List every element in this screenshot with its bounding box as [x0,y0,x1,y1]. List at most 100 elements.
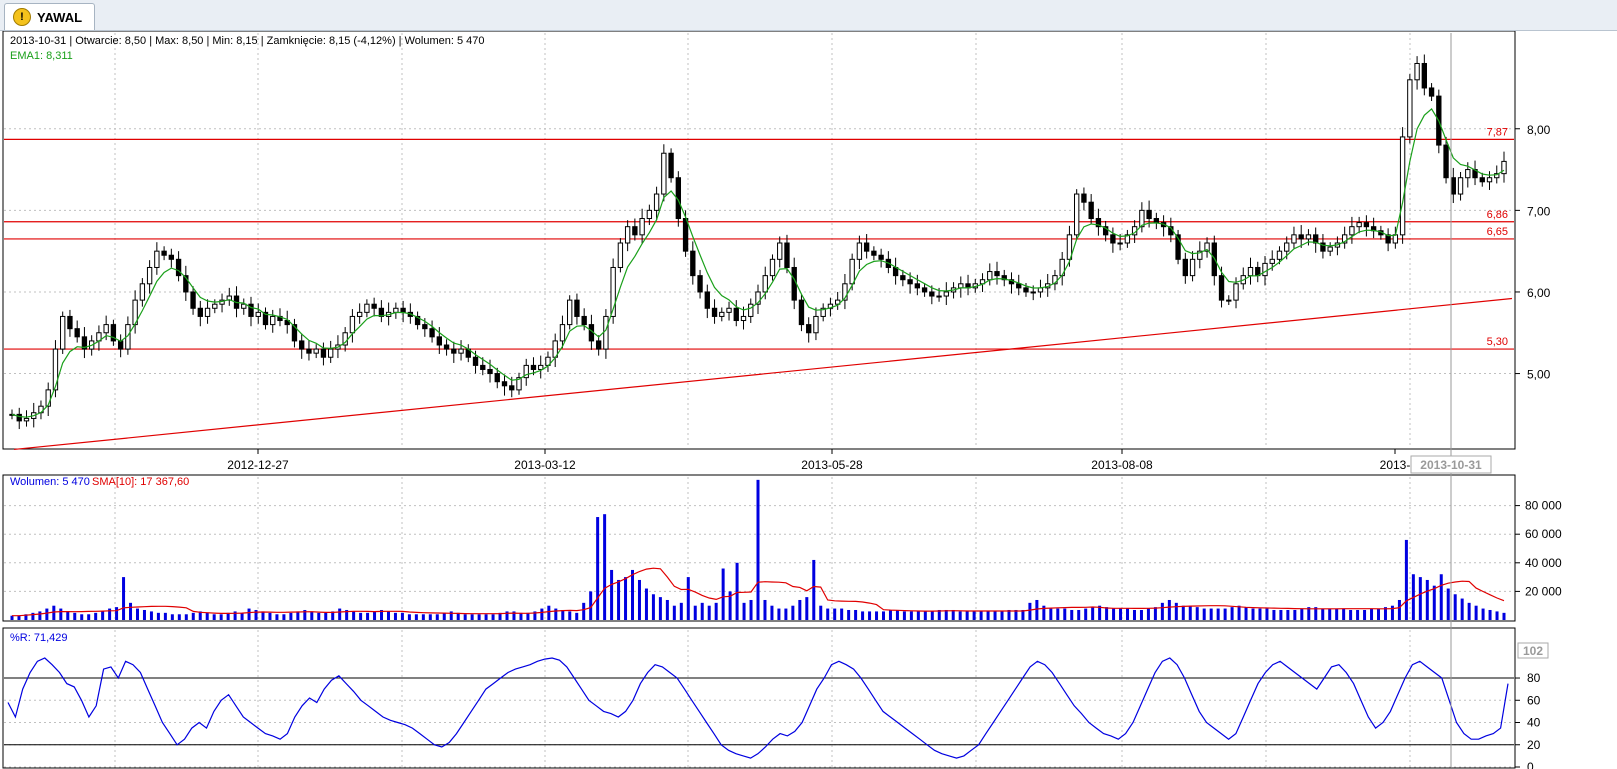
volume-bar [972,611,976,620]
candle-body [270,315,276,326]
volume-bar [463,614,467,620]
williams-ytick-label: 20 [1527,738,1541,752]
volume-bar [484,614,488,620]
volume-bar [881,611,885,620]
sma-legend: SMA[10]: 17 367,60 [92,476,189,488]
volume-bar [714,602,718,620]
volume-bar [589,591,593,620]
volume-bar [324,612,328,620]
tab-yawal[interactable]: ! YAWAL [4,3,96,30]
williams-line [7,657,1509,759]
volume-bar [1049,608,1053,620]
volume-bar [505,611,509,620]
volume-bar [1335,608,1339,620]
volume-bar [331,611,335,620]
tab-label: YAWAL [37,9,83,25]
volume-bar [679,602,683,620]
volume-bar [1383,607,1387,620]
volume-bar [10,615,14,620]
candle-body [1421,62,1428,89]
candle-body [1117,242,1123,245]
price-ytick-label: 7,00 [1527,204,1551,218]
volume-bar [1502,612,1506,620]
volume-bar [359,612,363,620]
volume-bar [310,611,314,620]
volume-bar [1202,608,1206,620]
volume-bar [198,611,202,620]
candle-body [1226,299,1232,302]
volume-bar [937,609,941,620]
volume-bar [1195,607,1199,620]
volume-bar [993,611,997,620]
candle-body [1276,250,1283,260]
volume-bar [519,612,523,620]
volume-bar [345,609,349,620]
candle-body [1298,234,1304,240]
volume-bar [644,588,648,620]
volume-bar [1244,607,1248,620]
candle-body [661,152,667,195]
williams-legend: %R: 71,429 [10,632,67,644]
candle-body [1066,234,1073,260]
price-ytick-label: 6,00 [1527,286,1551,300]
candle-body [168,254,175,260]
cursor-date-label: 2013-10-31 [1420,458,1482,472]
candle-body [1204,242,1210,252]
volume-bar [421,614,425,620]
volume-bar [66,611,70,620]
volume-bar [38,611,42,620]
volume-bar [1000,611,1004,620]
candle-body [103,324,109,334]
volume-bar [1425,579,1429,620]
volume-bar [624,577,628,620]
candle-body [356,311,363,317]
candle-body [487,368,493,375]
volume-bar [1209,608,1213,620]
volume-bar [1495,611,1499,620]
candle-body [1392,234,1399,244]
volume-bar [916,611,920,620]
volume-bar [791,605,795,620]
candle-body [929,291,935,297]
candle-body [1023,287,1029,293]
volume-bar [59,608,63,620]
candle-body [1486,177,1493,183]
volume-bar [142,609,146,620]
volume-bar [184,614,188,620]
volume-bar [798,599,802,620]
candle-body [117,340,124,350]
volume-bar [540,608,544,620]
candle-body [204,307,211,317]
volume-bar [596,517,600,620]
candle-body [378,307,385,317]
volume-bar [1126,608,1130,620]
chart-canvas[interactable]: 7,87 6,86 6,65 5,30 5,00 6,00 7,00 8,00 2012-12… [0,31,1617,769]
volume-bar [1098,605,1102,620]
candle-body [1095,218,1102,228]
volume-bar [247,608,251,620]
candle-body [299,340,305,350]
candle-body [110,324,117,342]
volume-bar [170,614,174,620]
volume-bar [909,611,913,620]
volume-bar [875,611,879,620]
candle-body [1363,222,1370,228]
candle-body [1385,234,1391,244]
candle-body [371,303,377,309]
candle-body [726,307,732,313]
volume-bar [108,608,112,620]
candle-body [1428,87,1435,97]
candle-body [400,307,406,313]
volume-bar [1397,599,1401,620]
volume-ytick-label: 40 000 [1525,556,1562,570]
volume-bar [603,514,607,620]
candle-body [1327,246,1333,252]
volume-bar [1481,608,1485,620]
candle-body [154,250,160,268]
volume-bar [1112,608,1116,620]
candle-body [755,291,761,305]
candle-body [834,299,841,305]
candle-body [501,381,508,387]
volume-bar [805,597,809,620]
volume-bar [1077,609,1081,620]
